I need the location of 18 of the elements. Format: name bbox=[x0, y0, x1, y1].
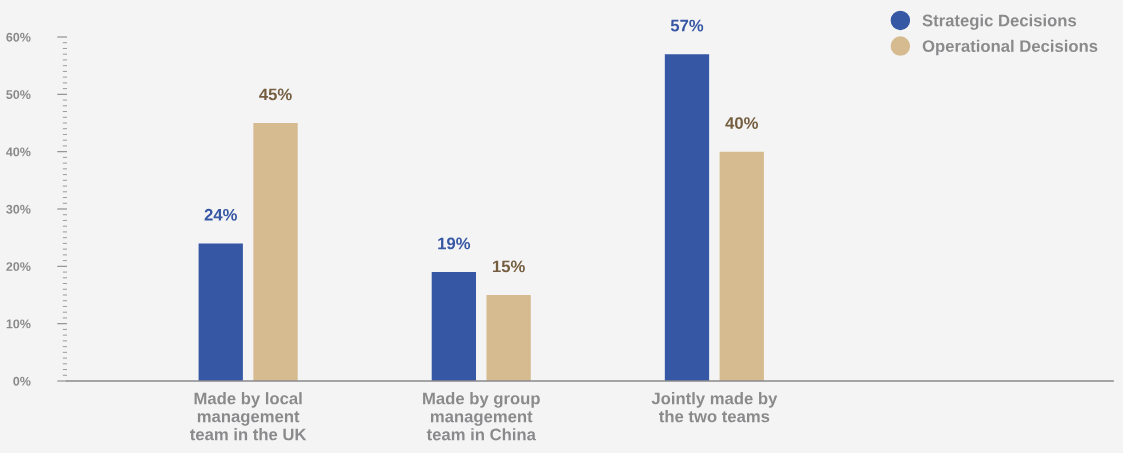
text: 15% bbox=[493, 260, 525, 273]
x-tick-label: Made by local management team in the UK bbox=[190, 392, 307, 441]
legend-label: Operational Decisions bbox=[922, 39, 1098, 56]
y-tick-label: 20% bbox=[6, 262, 31, 271]
x-tick-label: Made by group management team in China bbox=[423, 392, 540, 441]
text: 40% bbox=[725, 117, 758, 129]
y-tick-label: 60% bbox=[6, 32, 31, 42]
text: 45% bbox=[259, 88, 292, 101]
x-tick-label: Jointly made by the two teams bbox=[651, 392, 778, 423]
y-tick-label: 40% bbox=[6, 147, 31, 157]
y-tick-label: 50% bbox=[6, 90, 31, 99]
y-tick-label: 10% bbox=[6, 319, 31, 329]
text: 24% bbox=[204, 208, 237, 221]
text: 19% bbox=[438, 237, 471, 250]
text: 57% bbox=[670, 19, 704, 32]
y-tick-label: 30% bbox=[6, 204, 31, 214]
y-tick-label: 0% bbox=[13, 376, 31, 386]
legend-label: Strategic Decisions bbox=[922, 14, 1077, 30]
